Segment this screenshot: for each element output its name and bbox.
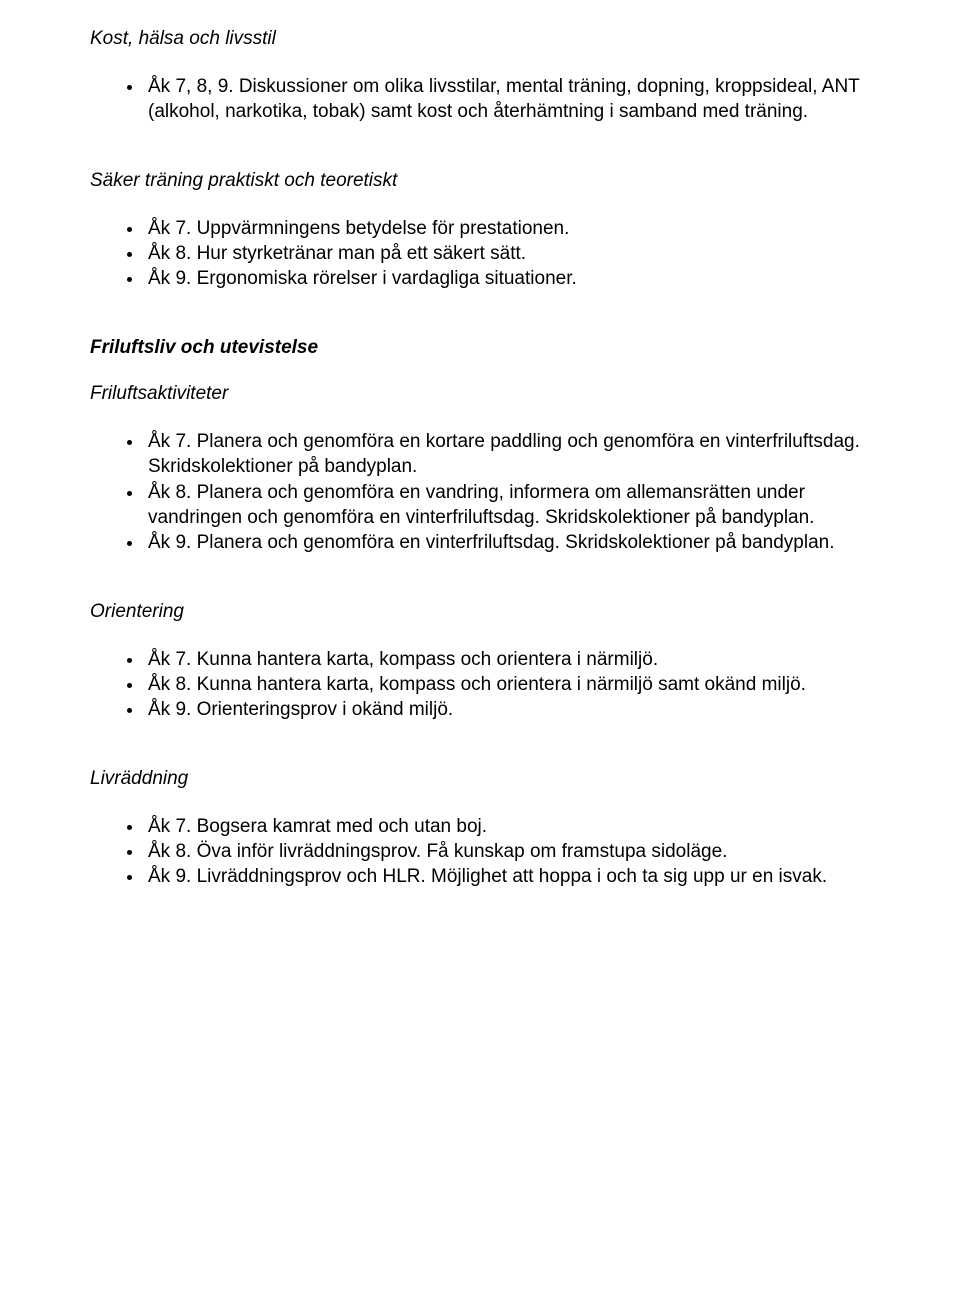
list-item: Åk 8. Planera och genomföra en vandring,… [144, 480, 870, 530]
list-item: Åk 9. Livräddningsprov och HLR. Möjlighe… [144, 864, 870, 889]
list-item: Åk 9. Planera och genomföra en vinterfri… [144, 530, 870, 555]
section-title-livraddning: Livräddning [90, 768, 870, 790]
list-item: Åk 7. Bogsera kamrat med och utan boj. [144, 814, 870, 839]
list-item: Åk 8. Hur styrketränar man på ett säkert… [144, 241, 870, 266]
list-kost: Åk 7, 8, 9. Diskussioner om olika livsst… [90, 74, 870, 124]
list-orientering: Åk 7. Kunna hantera karta, kompass och o… [90, 647, 870, 722]
section-title-saker: Säker träning praktiskt och teoretiskt [90, 170, 870, 192]
list-saker: Åk 7. Uppvärmningens betydelse för prest… [90, 216, 870, 291]
section-title-orientering: Orientering [90, 601, 870, 623]
list-item: Åk 7. Planera och genomföra en kortare p… [144, 429, 870, 479]
section-header-friluft: Friluftsliv och utevistelse [90, 337, 870, 359]
section-title-kost: Kost, hälsa och livsstil [90, 28, 870, 50]
list-item: Åk 9. Ergonomiska rörelser i vardagliga … [144, 266, 870, 291]
list-livraddning: Åk 7. Bogsera kamrat med och utan boj. Å… [90, 814, 870, 889]
list-item: Åk 7, 8, 9. Diskussioner om olika livsst… [144, 74, 870, 124]
list-item: Åk 9. Orienteringsprov i okänd miljö. [144, 697, 870, 722]
list-item: Åk 7. Kunna hantera karta, kompass och o… [144, 647, 870, 672]
list-item: Åk 7. Uppvärmningens betydelse för prest… [144, 216, 870, 241]
list-friluft-akt: Åk 7. Planera och genomföra en kortare p… [90, 429, 870, 554]
section-title-friluft-akt: Friluftsaktiviteter [90, 383, 870, 405]
list-item: Åk 8. Kunna hantera karta, kompass och o… [144, 672, 870, 697]
list-item: Åk 8. Öva inför livräddningsprov. Få kun… [144, 839, 870, 864]
